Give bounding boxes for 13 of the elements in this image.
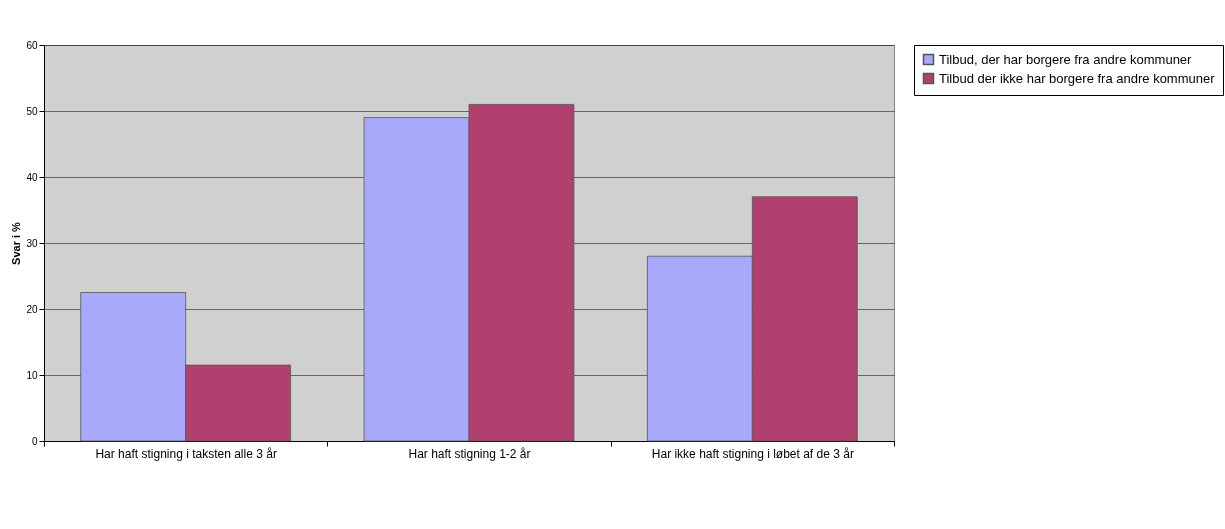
y-tick-label: 10 bbox=[26, 369, 38, 381]
legend-label: Tilbud, der har borgere fra andre kommuner bbox=[939, 51, 1193, 67]
y-tick-label: 20 bbox=[26, 303, 38, 315]
y-tick-label: 30 bbox=[26, 237, 38, 249]
x-tick-label: Har ikke haft stigning i løbet af de 3 år bbox=[651, 446, 854, 461]
y-tick-label: 50 bbox=[26, 105, 38, 117]
legend-label: Tilbud der ikke har borgere fra andre kommuner bbox=[939, 70, 1216, 86]
y-tick-label: 0 bbox=[31, 435, 38, 447]
y-tick-label: 60 bbox=[26, 39, 38, 51]
y-axis-title: Svar i % bbox=[10, 221, 23, 265]
x-tick-label: Har haft stigning 1-2 år bbox=[408, 446, 531, 461]
y-tick-label: 40 bbox=[26, 171, 38, 183]
x-tick-label: Har haft stigning i taksten alle 3 år bbox=[95, 446, 277, 461]
